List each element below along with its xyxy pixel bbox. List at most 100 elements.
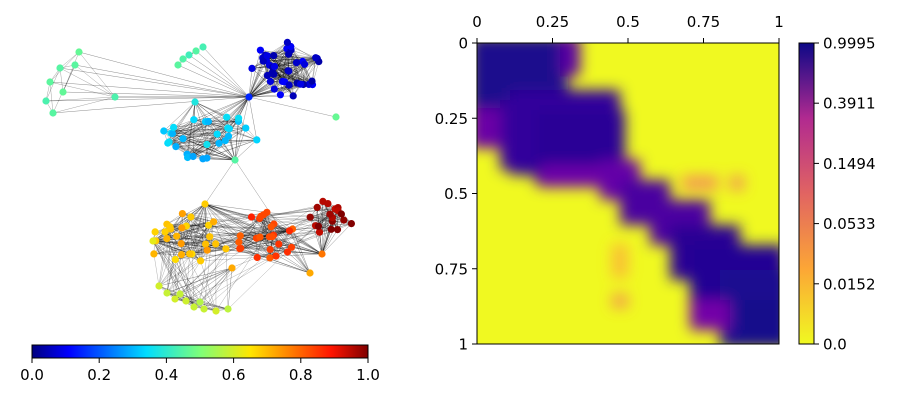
network-node	[224, 305, 232, 313]
network-node	[266, 245, 274, 254]
network-edge	[263, 58, 318, 62]
network-edge	[256, 238, 311, 274]
network-node	[179, 135, 187, 143]
network-node	[161, 228, 169, 236]
network-node	[314, 222, 323, 230]
network-edge	[259, 213, 330, 219]
network-edge	[269, 48, 288, 66]
heatmap-colorbar-tick-label: 0.0533	[823, 215, 876, 233]
network-edge	[273, 55, 313, 82]
network-edge	[168, 119, 194, 143]
network-edge	[259, 218, 333, 222]
network-edge	[166, 228, 293, 239]
network-edge	[310, 216, 344, 221]
network-edge	[177, 64, 250, 98]
network-edge	[280, 61, 303, 95]
network-edge	[303, 58, 318, 85]
network-edge	[185, 216, 261, 302]
network-edge	[187, 121, 209, 158]
network-node	[259, 57, 267, 65]
network-edge	[204, 203, 258, 258]
heatmap-colorbar-tick-label: 0.1494	[823, 155, 876, 173]
network-edge	[248, 84, 290, 98]
network-edge	[179, 267, 233, 295]
network-edge	[275, 232, 320, 257]
network-edge	[169, 141, 236, 161]
network-node	[46, 78, 54, 86]
network-edge	[260, 216, 333, 222]
network-edge	[193, 248, 227, 308]
network-edge	[318, 203, 329, 227]
network-colorbar-tick-label: 1.0	[356, 366, 380, 384]
network-edge	[288, 53, 316, 58]
network-edge	[310, 213, 342, 218]
network-node	[324, 200, 332, 208]
network-edge	[218, 96, 250, 144]
network-edge	[152, 240, 201, 303]
network-edge	[193, 119, 226, 141]
network-edge	[293, 57, 316, 97]
heatmap-y-tick-label: 0	[458, 35, 468, 53]
network-edge	[182, 138, 208, 159]
network-edge	[166, 236, 177, 294]
network-edge	[248, 50, 261, 98]
network-edge	[321, 203, 329, 255]
network-edge	[153, 223, 274, 255]
network-edge	[166, 225, 209, 294]
network-node	[160, 127, 168, 135]
network-edge	[240, 216, 261, 249]
network-node	[276, 91, 284, 99]
network-edge	[155, 240, 176, 260]
network-edge	[199, 255, 277, 303]
network-edge	[166, 292, 195, 308]
network-edge	[185, 267, 233, 302]
network-node	[327, 225, 335, 233]
network-edge	[248, 65, 270, 98]
network-edge	[190, 216, 195, 308]
network-node	[315, 228, 324, 236]
network-edge	[229, 128, 257, 141]
network-edge	[204, 203, 273, 237]
network-node	[337, 210, 345, 218]
network-edge	[166, 238, 239, 243]
network-edge	[45, 96, 250, 102]
network-edge	[169, 128, 230, 143]
network-edge	[189, 203, 206, 254]
network-node	[285, 81, 293, 89]
network-edge	[62, 91, 250, 98]
network-node	[166, 223, 174, 231]
network-edge	[227, 267, 233, 310]
network-edge	[170, 132, 220, 144]
network-edge	[215, 241, 239, 245]
network-node	[332, 113, 340, 121]
heatmap-colorbar-tick-label: 0.0	[823, 336, 847, 354]
network-edge	[155, 240, 277, 257]
network-edge	[267, 55, 298, 84]
network-node	[59, 88, 67, 96]
network-edge	[274, 66, 313, 82]
network-edge	[266, 212, 311, 218]
network-edge	[203, 243, 279, 310]
network-node	[185, 51, 193, 59]
network-node	[270, 85, 278, 93]
network-edge	[251, 216, 323, 255]
network-edge	[166, 260, 201, 294]
network-node	[260, 211, 268, 219]
network-edge	[78, 51, 116, 98]
network-edge	[271, 226, 338, 230]
network-edge	[181, 216, 192, 255]
network-edge	[176, 230, 290, 237]
network-node	[192, 47, 200, 55]
network-edge	[207, 235, 241, 251]
network-node	[263, 52, 271, 60]
network-edge	[185, 300, 217, 312]
network-colorbar-tick-label: 0.2	[87, 366, 111, 384]
network-edge	[158, 253, 193, 287]
network-node	[212, 240, 220, 248]
network-edge	[180, 216, 192, 244]
network-node	[71, 61, 79, 69]
network-node	[312, 54, 320, 62]
network-edge	[191, 243, 216, 255]
network-edge	[282, 58, 318, 82]
network-edge	[239, 243, 279, 249]
